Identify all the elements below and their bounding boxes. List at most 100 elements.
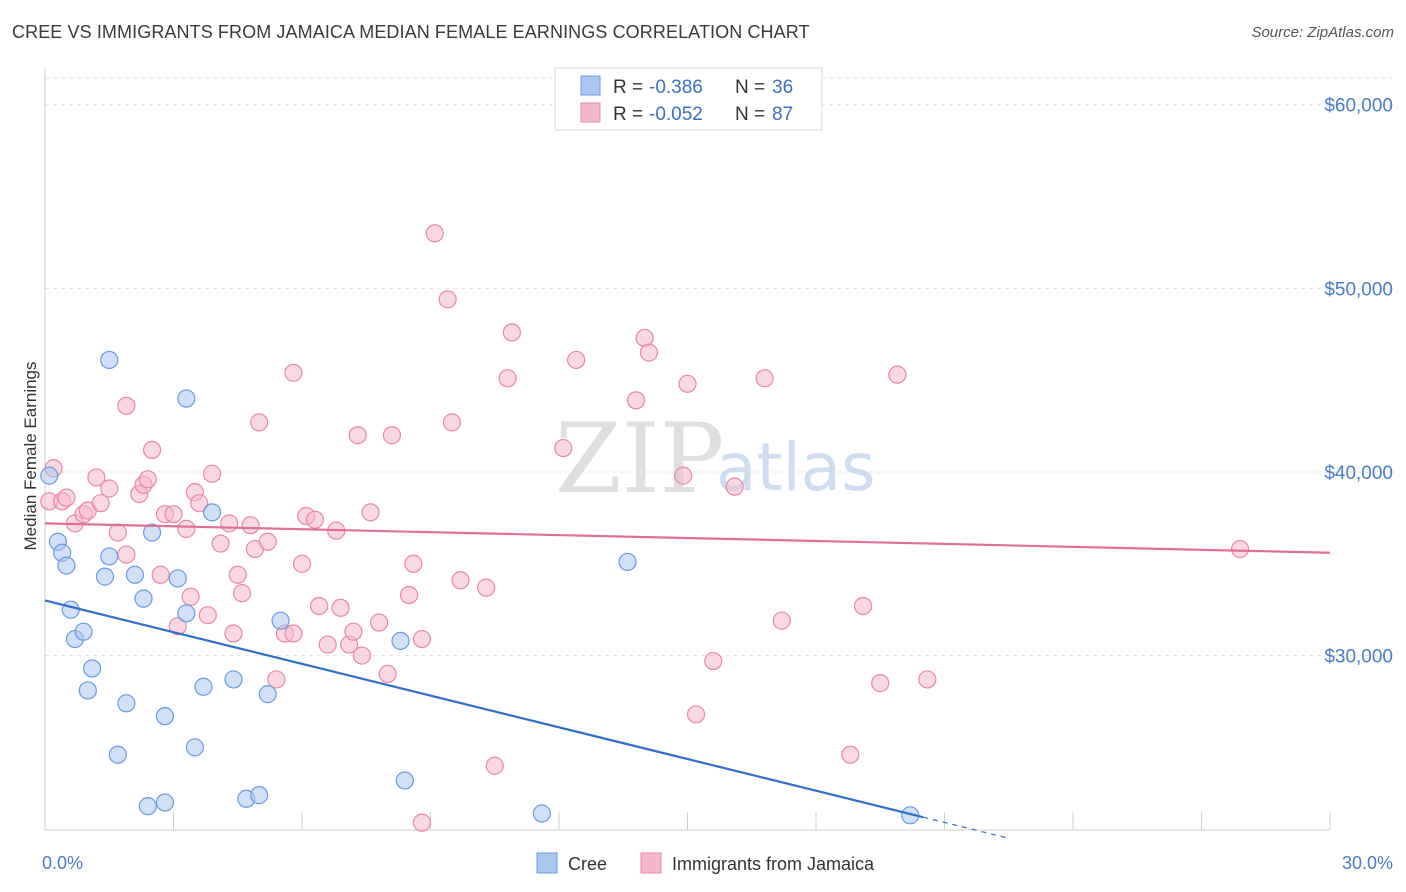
jamaica-point-80 xyxy=(854,596,873,616)
x-tick-labels: 0.0% 30.0% xyxy=(42,853,1393,873)
jamaica-point-29 xyxy=(224,624,243,643)
jamaica-point-39 xyxy=(284,624,303,643)
jamaica-point-42 xyxy=(305,510,324,529)
cree-point-7 xyxy=(78,681,97,700)
correlation-legend: R = -0.386 N = 36 R = -0.052 N = 87 xyxy=(554,67,823,131)
jamaica-point-73 xyxy=(678,374,697,393)
jamaica-point-67 xyxy=(554,438,573,458)
cree-point-13 xyxy=(117,694,136,713)
cree-point-18 xyxy=(155,793,175,812)
jamaica-point-83 xyxy=(918,670,937,689)
jamaica-point-7 xyxy=(87,468,106,487)
cree-point-33 xyxy=(532,804,551,823)
cree-point-32 xyxy=(395,771,414,790)
jamaica-point-24 xyxy=(190,494,209,513)
y-tick-label-1: $40,000 xyxy=(1324,463,1393,484)
legend-r-value-cree: -0.386 xyxy=(649,77,703,98)
jamaica-point-78 xyxy=(772,611,791,630)
y-tick-label-2: $50,000 xyxy=(1324,279,1393,300)
jamaica-point-65 xyxy=(498,369,517,388)
jamaica-trend-line xyxy=(44,522,1331,554)
series-legend: Cree Immigrants from Jamaica xyxy=(536,852,875,874)
trend-lines xyxy=(44,522,1331,839)
cree-point-21 xyxy=(177,389,196,408)
jamaica-point-56 xyxy=(404,554,423,573)
jamaica-point-75 xyxy=(704,651,723,671)
jamaica-point-50 xyxy=(352,646,372,665)
cree-point-24 xyxy=(194,677,213,696)
jamaica-point-36 xyxy=(267,670,286,689)
y-tick-label-3: $60,000 xyxy=(1324,96,1393,117)
jamaica-point-10 xyxy=(108,523,127,542)
jamaica-point-15 xyxy=(138,470,157,489)
cree-point-19 xyxy=(155,707,175,726)
cree-trend-extension xyxy=(922,816,1009,839)
watermark-atlas: atlas xyxy=(716,429,876,506)
legend-swatch-jamaica xyxy=(580,102,601,123)
jamaica-point-79 xyxy=(841,745,860,764)
jamaica-point-74 xyxy=(686,705,706,724)
cree-point-17 xyxy=(142,523,162,542)
cree-point-31 xyxy=(391,631,410,650)
grid-lines xyxy=(45,77,1395,657)
cree-point-10 xyxy=(100,547,119,566)
jamaica-point-34 xyxy=(250,413,269,432)
jamaica-point-38 xyxy=(284,363,303,382)
jamaica-point-21 xyxy=(177,519,196,538)
cree-point-0 xyxy=(40,466,59,485)
jamaica-point-49 xyxy=(348,426,367,445)
cree-point-4 xyxy=(61,600,80,619)
jamaica-point-84 xyxy=(1230,539,1250,559)
jamaica-point-31 xyxy=(232,584,252,603)
bottom-legend-swatch-jamaica xyxy=(640,852,662,874)
jamaica-point-58 xyxy=(412,813,432,832)
jamaica-point-71 xyxy=(639,343,659,362)
cree-point-34 xyxy=(618,552,637,572)
jamaica-point-43 xyxy=(310,596,329,616)
jamaica-point-35 xyxy=(258,532,277,551)
watermark: ZIP atlas xyxy=(555,403,876,515)
cree-point-22 xyxy=(177,604,196,623)
jamaica-point-63 xyxy=(477,578,496,597)
watermark-zip: ZIP xyxy=(555,403,724,515)
jamaica-point-27 xyxy=(211,534,230,553)
jamaica-point-64 xyxy=(485,756,504,775)
jamaica-point-25 xyxy=(198,606,217,625)
legend-r-value-jamaica: -0.052 xyxy=(649,104,703,125)
y-axis-label: Median Female Earnings xyxy=(21,362,40,551)
legend-n-value-jamaica: 87 xyxy=(772,104,793,125)
cree-point-6 xyxy=(74,622,93,641)
jamaica-point-55 xyxy=(399,585,419,605)
jamaica-point-22 xyxy=(181,587,200,606)
chart-title: CREE VS IMMIGRANTS FROM JAMAICA MEDIAN F… xyxy=(12,22,810,42)
jamaica-point-11 xyxy=(117,545,136,564)
jamaica-point-48 xyxy=(344,622,363,641)
jamaica-point-60 xyxy=(438,290,457,309)
cree-point-25 xyxy=(202,503,222,522)
source-credit: Source: ZipAtlas.com xyxy=(1251,24,1394,41)
jamaica-point-17 xyxy=(151,565,170,584)
jamaica-point-77 xyxy=(755,369,774,388)
x-tick-label-0: 0.0% xyxy=(42,853,83,873)
jamaica-point-20 xyxy=(168,617,187,636)
jamaica-point-52 xyxy=(370,613,389,632)
jamaica-point-46 xyxy=(331,598,350,617)
legend-n-value-cree: 36 xyxy=(772,77,793,98)
legend-n-label-cree: N = xyxy=(735,77,765,98)
cree-point-12 xyxy=(108,745,127,764)
legend-r-label-jamaica: R = xyxy=(613,104,643,125)
jamaica-point-12 xyxy=(117,396,136,415)
jamaica-point-40 xyxy=(292,554,312,573)
data-points xyxy=(40,224,1250,832)
cree-point-30 xyxy=(271,611,290,630)
cree-point-11 xyxy=(100,350,119,370)
jamaica-point-16 xyxy=(142,440,162,460)
cree-point-20 xyxy=(168,569,187,588)
cree-point-14 xyxy=(125,565,145,584)
jamaica-point-44 xyxy=(318,635,337,654)
jamaica-point-72 xyxy=(674,466,693,485)
jamaica-point-8 xyxy=(91,494,110,513)
cree-point-23 xyxy=(185,738,205,757)
jamaica-point-59 xyxy=(425,224,444,243)
